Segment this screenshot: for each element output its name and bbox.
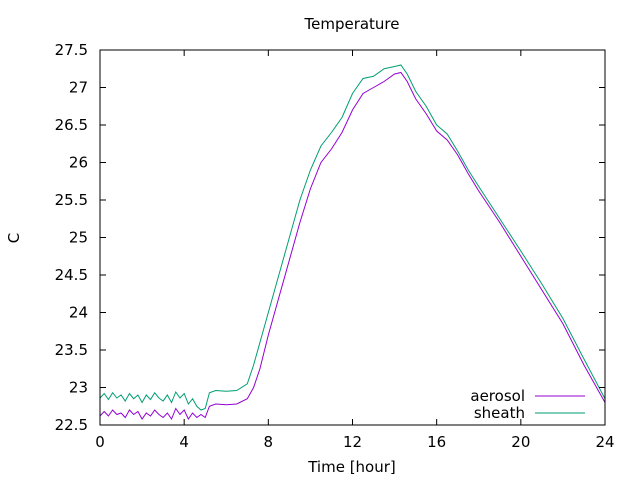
legend-label-sheath: sheath — [474, 404, 525, 422]
y-axis: 22.5 23 23.5 24 24.5 25 25.5 26 26.5 27 27.5 — [55, 41, 605, 434]
plot-series — [99, 64, 606, 421]
x-tick-label: 4 — [179, 433, 189, 451]
y-tick-label: 23 — [69, 379, 88, 397]
y-tick-label: 25 — [69, 229, 88, 247]
x-tick-label: 20 — [511, 433, 530, 451]
y-tick-label: 24.5 — [55, 266, 88, 284]
series-line-sheath — [99, 64, 606, 411]
plot-frame — [99, 49, 606, 426]
y-tick-label: 23.5 — [55, 341, 88, 359]
x-tick-label: 12 — [343, 433, 362, 451]
x-tick-label: 24 — [595, 433, 614, 451]
y-tick-label: 27.5 — [55, 41, 88, 59]
y-axis-label: C — [5, 233, 23, 243]
x-axis-label: Time [hour] — [307, 458, 396, 476]
x-tick-label: 0 — [95, 433, 105, 451]
y-tick-label: 27 — [69, 79, 88, 97]
y-tick-label: 26.5 — [55, 116, 88, 134]
y-tick-label: 22.5 — [55, 416, 88, 434]
series-line-aerosol — [99, 71, 606, 421]
chart-title: Temperature — [303, 15, 399, 33]
x-tick-label: 8 — [264, 433, 274, 451]
y-tick-label: 24 — [69, 304, 88, 322]
legend-label-aerosol: aerosol — [470, 387, 525, 405]
y-tick-label: 25.5 — [55, 191, 88, 209]
y-tick-label: 26 — [69, 154, 88, 172]
x-tick-label: 16 — [427, 433, 446, 451]
x-axis: 0 4 8 12 16 20 24 — [95, 50, 615, 451]
